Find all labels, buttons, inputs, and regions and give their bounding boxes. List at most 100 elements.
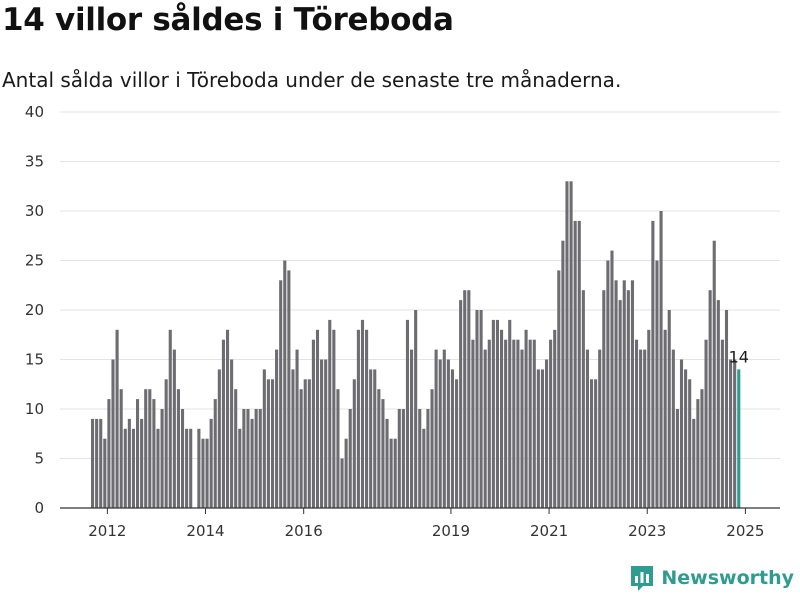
bar — [185, 428, 189, 508]
y-tick-label: 0 — [34, 499, 44, 517]
bar — [659, 211, 663, 508]
bar — [430, 389, 434, 508]
x-tick-label: 2019 — [432, 522, 470, 540]
bar — [483, 349, 487, 508]
bar — [148, 389, 152, 508]
x-tick-label: 2012 — [88, 522, 126, 540]
y-axis: 0 5 10 15 20 25 30 35 40 — [25, 103, 44, 517]
bar — [667, 310, 671, 508]
bar — [557, 270, 561, 508]
bar — [365, 329, 369, 508]
bar — [610, 250, 614, 508]
bar — [250, 418, 254, 508]
bar — [360, 319, 365, 508]
bar — [99, 418, 103, 508]
bar — [651, 220, 655, 508]
bar — [733, 359, 737, 508]
bar — [446, 359, 450, 508]
bar — [405, 319, 410, 508]
bar — [311, 339, 315, 508]
y-tick-label: 30 — [25, 202, 44, 220]
bar — [724, 310, 729, 508]
bar — [716, 300, 720, 508]
bar — [131, 428, 135, 508]
bar — [532, 339, 536, 508]
bar — [213, 399, 217, 508]
bar — [540, 369, 544, 508]
bar — [336, 389, 340, 508]
bar — [262, 369, 266, 508]
brand-name: Newsworthy — [661, 567, 794, 589]
bar — [675, 409, 679, 508]
bar — [180, 409, 185, 508]
bar — [410, 349, 414, 508]
bar — [491, 319, 495, 508]
bar — [643, 349, 647, 508]
bar — [344, 438, 348, 508]
bar — [573, 220, 577, 508]
bar — [254, 409, 258, 508]
y-tick-label: 20 — [25, 301, 44, 319]
chart-subtitle: Antal sålda villor i Töreboda under de s… — [2, 68, 622, 92]
bar — [164, 379, 168, 508]
bar — [577, 220, 581, 508]
bar — [524, 329, 528, 508]
bar — [168, 329, 172, 508]
bar — [450, 369, 455, 508]
bar — [500, 329, 504, 508]
bar — [197, 428, 201, 508]
bar — [553, 329, 557, 508]
bars — [91, 181, 741, 509]
bar — [315, 329, 320, 508]
bar — [536, 369, 540, 508]
bar — [221, 339, 225, 508]
bar — [561, 240, 565, 508]
bar — [266, 379, 270, 508]
bar — [684, 369, 688, 508]
bar — [434, 349, 438, 508]
bar — [320, 359, 324, 508]
bar — [307, 379, 311, 508]
bar — [598, 349, 602, 508]
y-tick-label: 35 — [25, 153, 44, 171]
bar — [455, 379, 459, 508]
bar — [242, 409, 246, 508]
y-tick-label: 15 — [25, 351, 44, 369]
bar — [442, 349, 446, 508]
newsworthy-logo-icon — [631, 566, 654, 591]
bar — [528, 339, 532, 508]
bar — [283, 260, 287, 508]
bar — [663, 329, 667, 508]
bar — [544, 359, 549, 508]
bar — [225, 329, 230, 508]
bar — [495, 319, 500, 508]
bar — [516, 339, 520, 508]
bar — [401, 409, 405, 508]
bar — [156, 428, 160, 508]
chart-title: 14 villor såldes i Töreboda — [2, 2, 454, 38]
bar — [279, 280, 283, 508]
bar — [487, 339, 491, 508]
bar — [397, 409, 401, 508]
x-tick-label: 2021 — [530, 522, 568, 540]
bar — [299, 389, 303, 508]
bar — [581, 290, 585, 508]
bar — [234, 389, 238, 508]
bar — [205, 438, 209, 508]
bar — [111, 359, 115, 508]
bar — [504, 339, 508, 508]
bar — [639, 349, 643, 508]
bar — [348, 409, 352, 508]
bar — [479, 310, 483, 508]
bar — [258, 409, 262, 508]
bar — [655, 260, 659, 508]
bar — [471, 339, 475, 508]
bar — [614, 280, 618, 508]
bar — [373, 369, 377, 508]
bar — [123, 428, 127, 508]
bar — [463, 290, 467, 508]
bar — [291, 369, 295, 508]
bar — [520, 349, 524, 508]
bar — [377, 389, 381, 508]
